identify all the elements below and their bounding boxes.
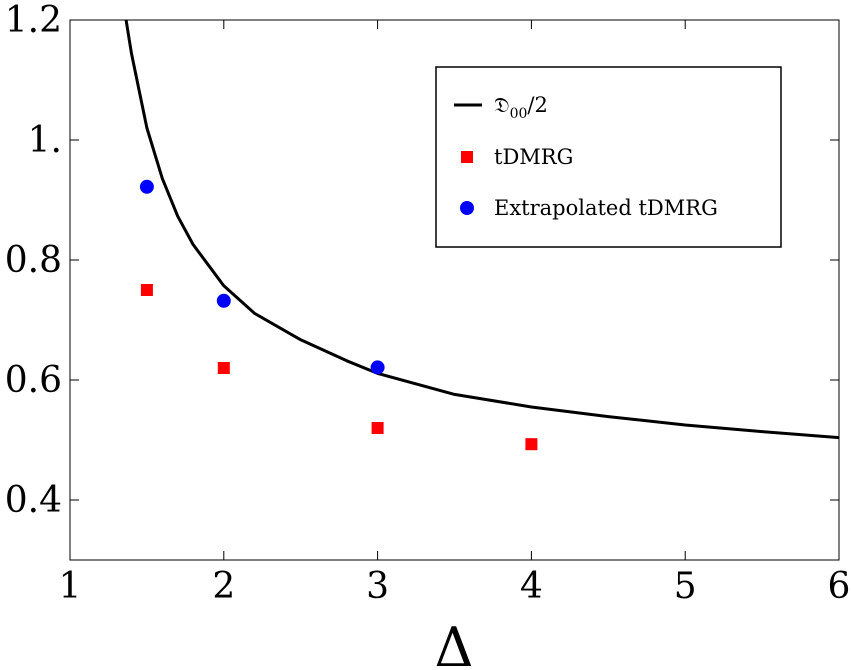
tdmrg-point — [217, 362, 230, 374]
legend-square-swatch — [461, 151, 473, 163]
extrapolated-tdmrg-point — [139, 179, 154, 194]
plot-frame — [69, 19, 840, 561]
extrapolated-tdmrg-point — [370, 360, 385, 375]
legend-label-tdmrg: tDMRG — [494, 145, 573, 169]
x-axis-title: Δ — [435, 616, 474, 670]
x-tick-label: 5 — [674, 566, 697, 607]
legend-label-extrapolated: Extrapolated tDMRG — [494, 196, 718, 220]
legend-box — [435, 66, 782, 248]
legend-label-d00: 𝔇00/2 — [494, 93, 548, 122]
y-tick-label: 0.6 — [5, 360, 62, 401]
y-tick-label: 1.2 — [5, 0, 62, 41]
extrapolated-tdmrg-point — [216, 293, 231, 308]
x-tick-label: 6 — [828, 566, 851, 607]
x-tick-label: 2 — [212, 566, 235, 607]
legend-circle-swatch — [460, 201, 474, 215]
x-tick-label: 4 — [520, 566, 543, 607]
x-tick-label: 3 — [366, 566, 389, 607]
y-tick-label: 0.8 — [5, 240, 62, 281]
series-line-d00 — [124, 20, 839, 440]
tdmrg-point — [525, 438, 538, 451]
tdmrg-point — [140, 284, 153, 296]
x-tick-label: 1 — [59, 566, 82, 607]
tdmrg-point — [371, 422, 384, 434]
y-tick-label: 1. — [28, 120, 62, 161]
y-tick-label: 0.4 — [5, 480, 62, 521]
